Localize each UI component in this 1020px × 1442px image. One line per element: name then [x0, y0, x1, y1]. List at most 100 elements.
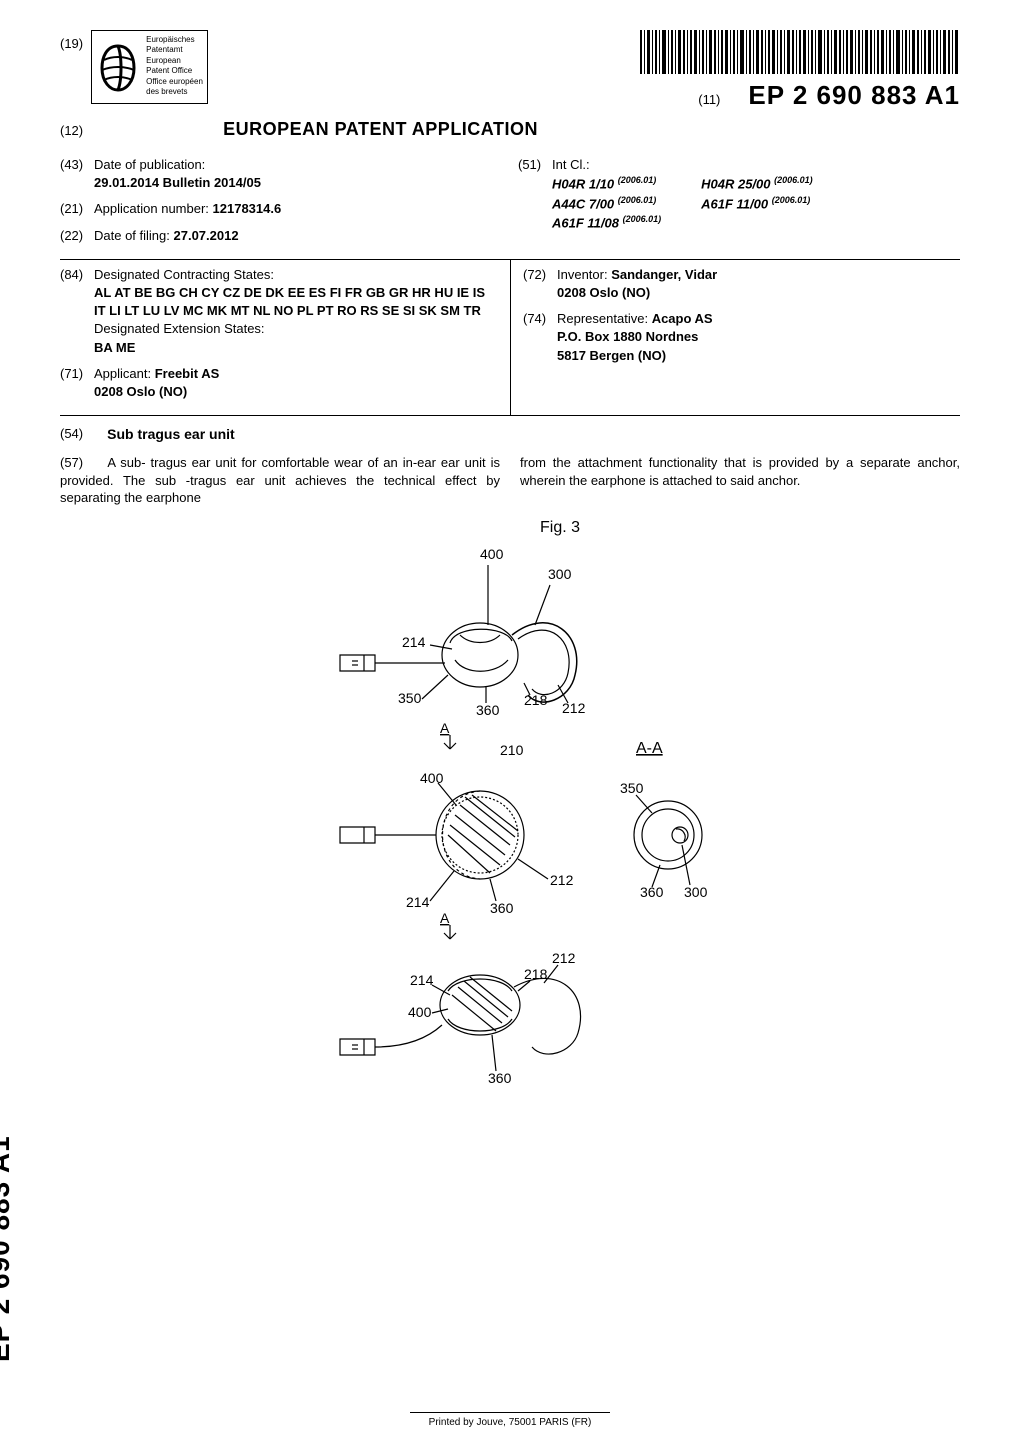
inid-19: (19)	[60, 30, 83, 51]
inid-12: (12)	[60, 123, 83, 138]
title54-row: (54) Sub tragus ear unit	[60, 426, 960, 442]
svg-text:360: 360	[476, 702, 500, 718]
item-21: (21) Application number: 12178314.6	[60, 200, 500, 218]
ext-84: BA ME	[94, 340, 135, 355]
biblio-upper-left: (43) Date of publication: 29.01.2014 Bul…	[60, 150, 510, 259]
abstract-right: from the attachment functionality that i…	[510, 454, 960, 507]
svg-text:400: 400	[480, 546, 504, 562]
svg-text:212: 212	[550, 872, 574, 888]
inid-57: (57)	[60, 455, 83, 470]
doc-title-row: (12) EUROPEAN PATENT APPLICATION	[60, 119, 960, 140]
intcl-1: H04R 25/00 (2006.01)	[701, 174, 813, 194]
addr-72: 0208 Oslo (NO)	[557, 285, 650, 300]
intcl-0: H04R 1/10 (2006.01)	[552, 174, 661, 194]
invention-title: Sub tragus ear unit	[107, 426, 235, 442]
item-71: (71) Applicant: Freebit AS 0208 Oslo (NO…	[60, 365, 500, 401]
document-title: EUROPEAN PATENT APPLICATION	[223, 119, 538, 140]
svg-text:360: 360	[488, 1070, 512, 1086]
inid-72: (72)	[523, 266, 557, 302]
office-names: Europäisches Patentamt European Patent O…	[146, 35, 203, 99]
item-74: (74) Representative: Acapo AS P.O. Box 1…	[523, 310, 960, 365]
label-74: Representative:	[557, 311, 648, 326]
value-21: 12178314.6	[213, 201, 282, 216]
svg-text:300: 300	[548, 566, 572, 582]
inid-74: (74)	[523, 310, 557, 365]
svg-text:300: 300	[684, 884, 708, 900]
inid-43: (43)	[60, 156, 94, 192]
svg-text:218: 218	[524, 692, 548, 708]
svg-text:212: 212	[552, 950, 576, 966]
svg-text:212: 212	[562, 700, 586, 716]
middle-left: (84) Designated Contracting States: AL A…	[60, 260, 510, 415]
value-22: 27.07.2012	[174, 228, 239, 243]
footer-text: Printed by Jouve, 75001 PARIS (FR)	[429, 1417, 592, 1428]
svg-text:A: A	[440, 720, 450, 736]
epo-logo-icon	[96, 40, 140, 94]
svg-text:400: 400	[420, 770, 444, 786]
item-72: (72) Inventor: Sandanger, Vidar 0208 Osl…	[523, 266, 960, 302]
header-row: (19) Europäisches Patentamt European Pat…	[60, 30, 960, 111]
biblio-upper: (43) Date of publication: 29.01.2014 Bul…	[60, 150, 960, 259]
addr2-74: 5817 Bergen (NO)	[557, 348, 666, 363]
figure-label: Fig. 3	[540, 519, 580, 537]
inid-11: (11)	[698, 92, 720, 107]
epo-logo-box: Europäisches Patentamt European Patent O…	[91, 30, 208, 104]
label-43: Date of publication:	[94, 157, 205, 172]
barcode-icon	[640, 30, 960, 74]
item-51: (51) Int Cl.: H04R 1/10 (2006.01) A44C 7…	[518, 156, 960, 233]
intcl-grid: H04R 1/10 (2006.01) A44C 7/00 (2006.01) …	[552, 174, 960, 233]
label-71: Applicant:	[94, 366, 151, 381]
states-84: AL AT BE BG CH CY CZ DE DK EE ES FI FR G…	[94, 285, 485, 318]
svg-text:214: 214	[402, 634, 426, 650]
inid-84: (84)	[60, 266, 94, 357]
middle-right: (72) Inventor: Sandanger, Vidar 0208 Osl…	[510, 260, 960, 415]
label-22: Date of filing:	[94, 228, 170, 243]
item-43: (43) Date of publication: 29.01.2014 Bul…	[60, 156, 500, 192]
svg-text:A: A	[440, 910, 450, 926]
item-22: (22) Date of filing: 27.07.2012	[60, 227, 500, 245]
biblio-upper-right: (51) Int Cl.: H04R 1/10 (2006.01) A44C 7…	[510, 150, 960, 259]
label-72: Inventor:	[557, 267, 608, 282]
name-72: Sandanger, Vidar	[611, 267, 717, 282]
intcl-3: A61F 11/00 (2006.01)	[701, 194, 813, 214]
value-43: 29.01.2014 Bulletin 2014/05	[94, 175, 261, 190]
abstract-row: (57) A sub- tragus ear unit for comforta…	[60, 454, 960, 507]
inid-21: (21)	[60, 200, 94, 218]
abstract-right-text: from the attachment functionality that i…	[520, 455, 960, 488]
inid-51: (51)	[518, 156, 552, 233]
svg-text:A-A: A-A	[636, 740, 663, 757]
svg-text:350: 350	[620, 780, 644, 796]
svg-text:210: 210	[500, 742, 524, 758]
svg-text:360: 360	[490, 900, 514, 916]
svg-text:218: 218	[524, 966, 548, 982]
name-71: Freebit AS	[155, 366, 220, 381]
office-de: Europäisches Patentamt	[146, 35, 203, 54]
office-fr: Office européen des brevets	[146, 77, 203, 96]
abstract-left-text: A sub- tragus ear unit for comfortable w…	[60, 455, 500, 505]
intcl-2: A44C 7/00 (2006.01)	[552, 194, 661, 214]
publication-number: EP 2 690 883 A1	[748, 80, 960, 111]
svg-text:350: 350	[398, 690, 422, 706]
pubnum-row: (11) EP 2 690 883 A1	[698, 80, 960, 111]
figure-section: Fig. 3 400 300 214 350	[60, 519, 960, 1095]
label-51: Int Cl.:	[552, 157, 590, 172]
svg-text:400: 400	[408, 1004, 432, 1020]
item-84: (84) Designated Contracting States: AL A…	[60, 266, 500, 357]
svg-text:214: 214	[406, 894, 430, 910]
inid-71: (71)	[60, 365, 94, 401]
addr-71: 0208 Oslo (NO)	[94, 384, 187, 399]
addr1-74: P.O. Box 1880 Nordnes	[557, 329, 698, 344]
footer: Printed by Jouve, 75001 PARIS (FR)	[0, 1412, 1020, 1428]
label-21: Application number:	[94, 201, 209, 216]
svg-text:214: 214	[410, 972, 434, 988]
abstract-left: (57) A sub- tragus ear unit for comforta…	[60, 454, 510, 507]
middle-block: (84) Designated Contracting States: AL A…	[60, 259, 960, 416]
figure-svg: 400 300 214 350 360 218 212 A 210 A-A	[280, 535, 740, 1095]
name-74: Acapo AS	[652, 311, 713, 326]
intcl-4: A61F 11/08 (2006.01)	[552, 213, 661, 233]
label-84-ext: Designated Extension States:	[94, 321, 265, 336]
right-header: (11) EP 2 690 883 A1	[640, 30, 960, 111]
inid-54: (54)	[60, 426, 83, 442]
inid-22: (22)	[60, 227, 94, 245]
label-84: Designated Contracting States:	[94, 267, 274, 282]
